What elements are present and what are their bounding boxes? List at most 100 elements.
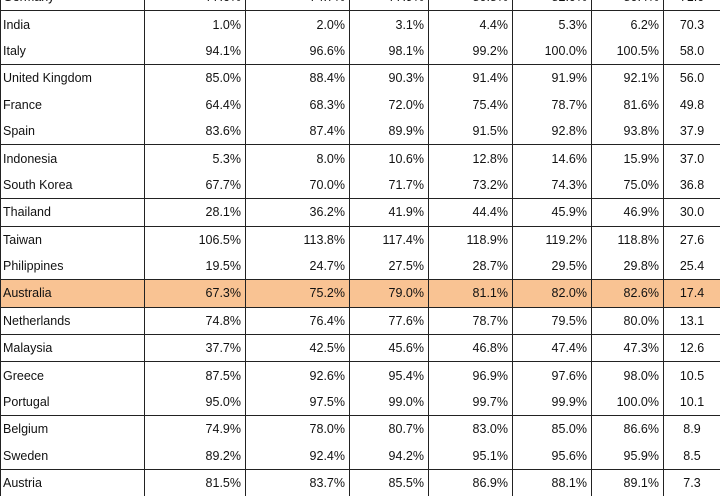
percent-cell: 42.5% [246,335,350,362]
percent-cell: 88.1% [513,470,592,496]
percent-cell: 41.9% [350,199,429,226]
percent-cell: 87.4% [246,118,350,145]
percent-cell: 81.6% [592,92,664,118]
percent-cell: 73.2% [429,172,513,199]
total-value-cell: 27.6 [664,226,720,253]
percent-cell: 92.8% [513,118,592,145]
percent-cell: 81.5% [145,470,246,496]
percent-cell: 89.1% [592,470,664,496]
percent-cell: 14.6% [513,145,592,172]
percent-cell: 93.8% [592,118,664,145]
percent-cell: 86.6% [592,416,664,443]
percent-cell: 1.0% [145,11,246,38]
percent-cell: 5.3% [513,11,592,38]
percent-cell: 2.0% [246,11,350,38]
percent-cell: 12.8% [429,145,513,172]
percent-cell: 47.4% [513,335,592,362]
percent-cell: 88.4% [246,65,350,92]
percent-cell: 75.4% [429,92,513,118]
percent-cell: 71.7% [350,172,429,199]
percent-cell: 77.6% [350,307,429,334]
percent-cell: 118.9% [429,226,513,253]
total-value-cell: 56.0 [664,65,720,92]
percent-cell: 83.7% [246,470,350,496]
total-value-cell: 25.4 [664,253,720,280]
percent-cell: 28.1% [145,199,246,226]
table-row: Germany77.6%74.7%77.9%80.8%82.0%80.4%71.… [1,0,720,11]
country-cell: Spain [1,118,145,145]
percent-cell: 80.8% [429,0,513,11]
percent-cell: 95.1% [429,443,513,470]
country-cell: Austria [1,470,145,496]
percent-cell: 81.1% [429,280,513,307]
percent-cell: 72.0% [350,92,429,118]
percent-cell: 28.7% [429,253,513,280]
percent-cell: 76.4% [246,307,350,334]
country-cell: Taiwan [1,226,145,253]
country-cell: United Kingdom [1,65,145,92]
total-value-cell: 49.8 [664,92,720,118]
percent-cell: 78.7% [429,307,513,334]
percent-cell: 82.6% [592,280,664,307]
percent-cell: 91.9% [513,65,592,92]
percent-cell: 85.5% [350,470,429,496]
percent-cell: 89.2% [145,443,246,470]
total-value-cell: 71.0 [664,0,720,11]
percent-cell: 68.3% [246,92,350,118]
percent-cell: 113.8% [246,226,350,253]
country-cell: Philippines [1,253,145,280]
percent-cell: 24.7% [246,253,350,280]
percent-cell: 99.2% [429,38,513,65]
percent-cell: 94.2% [350,443,429,470]
percent-cell: 10.6% [350,145,429,172]
percent-cell: 5.3% [145,145,246,172]
percent-cell: 97.6% [513,362,592,389]
percent-cell: 98.0% [592,362,664,389]
percent-cell: 96.6% [246,38,350,65]
percent-cell: 119.2% [513,226,592,253]
percent-cell: 3.1% [350,11,429,38]
percent-cell: 95.6% [513,443,592,470]
percent-cell: 92.4% [246,443,350,470]
percent-cell: 36.2% [246,199,350,226]
country-cell: Belgium [1,416,145,443]
country-cell: Italy [1,38,145,65]
country-cell: Germany [1,0,145,11]
percent-cell: 19.5% [145,253,246,280]
percent-cell: 4.4% [429,11,513,38]
percent-cell: 6.2% [592,11,664,38]
total-value-cell: 70.3 [664,11,720,38]
country-cell: Thailand [1,199,145,226]
percent-cell: 85.0% [513,416,592,443]
percent-cell: 106.5% [145,226,246,253]
percent-cell: 100.0% [513,38,592,65]
percent-cell: 95.0% [145,389,246,416]
percent-cell: 83.6% [145,118,246,145]
percent-cell: 78.7% [513,92,592,118]
percent-cell: 74.9% [145,416,246,443]
percent-cell: 75.2% [246,280,350,307]
total-value-cell: 8.9 [664,416,720,443]
percent-cell: 117.4% [350,226,429,253]
percent-cell: 94.1% [145,38,246,65]
percent-cell: 83.0% [429,416,513,443]
total-value-cell: 10.1 [664,389,720,416]
percent-cell: 82.0% [513,280,592,307]
country-cell: Sweden [1,443,145,470]
percent-cell: 74.3% [513,172,592,199]
percent-cell: 99.9% [513,389,592,416]
total-value-cell: 12.6 [664,335,720,362]
